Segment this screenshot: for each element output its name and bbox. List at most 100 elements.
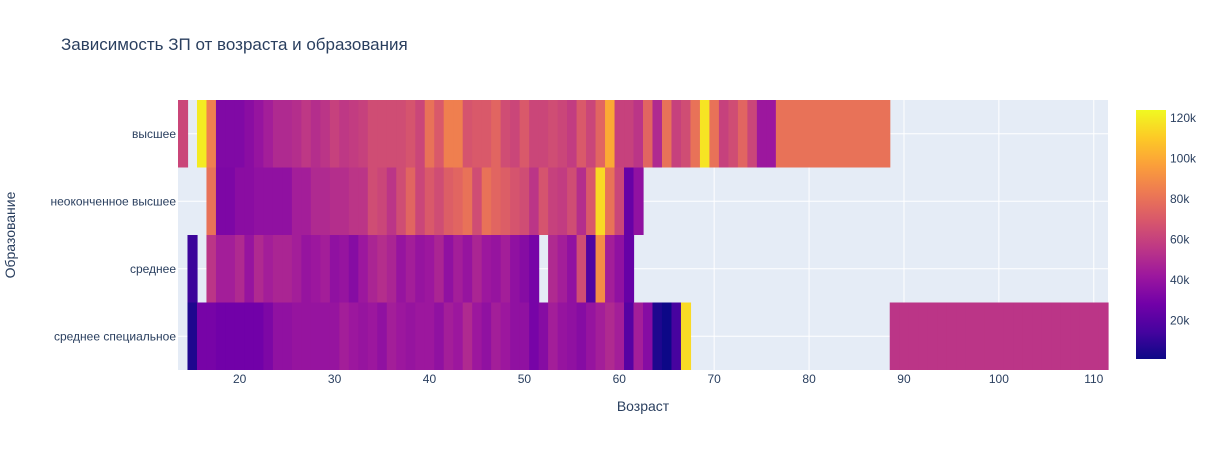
heatmap-cell xyxy=(614,235,625,303)
heatmap-cell xyxy=(443,302,454,370)
heatmap-cell xyxy=(595,235,606,303)
colorbar-tick-label: 80k xyxy=(1170,192,1190,206)
heatmap-cell xyxy=(899,302,910,370)
heatmap-cell xyxy=(234,302,246,370)
heatmap-cell xyxy=(386,302,397,370)
heatmap-cell xyxy=(510,100,521,168)
heatmap-cell xyxy=(234,167,246,235)
heatmap-cell xyxy=(405,100,416,168)
heatmap-cell xyxy=(263,100,274,168)
heatmap-cell xyxy=(614,167,625,235)
heatmap-cell xyxy=(196,302,208,370)
heatmap-cell xyxy=(367,302,378,370)
heatmap-cell xyxy=(377,100,388,168)
heatmap-cell xyxy=(813,100,824,168)
heatmap-cell xyxy=(614,100,625,168)
heatmap-cell xyxy=(605,235,616,303)
x-tick-label: 100 xyxy=(989,372,1009,386)
heatmap-cell xyxy=(472,167,483,235)
heatmap-cell xyxy=(500,100,511,168)
heatmap-cell xyxy=(1089,302,1100,370)
heatmap-cell xyxy=(453,235,464,303)
heatmap-cell xyxy=(1013,302,1024,370)
heatmap-cell xyxy=(282,167,293,235)
heatmap-cell xyxy=(586,235,597,303)
heatmap-cell xyxy=(481,235,492,303)
heatmap-cell xyxy=(377,302,388,370)
heatmap-cell xyxy=(234,235,246,303)
heatmap-cell xyxy=(965,302,976,370)
heatmap-cell xyxy=(187,235,198,303)
heatmap-cell xyxy=(253,167,265,235)
heatmap-cell xyxy=(339,100,350,168)
heatmap-cell xyxy=(310,302,321,370)
heatmap-cell xyxy=(443,100,454,168)
heatmap-cell xyxy=(586,302,597,370)
heatmap-cell xyxy=(291,100,302,168)
heatmap-cell xyxy=(643,302,654,370)
x-tick-label: 60 xyxy=(613,372,627,386)
x-tick-label: 110 xyxy=(1084,372,1103,386)
heatmap-cell xyxy=(652,302,663,370)
heatmap-cell xyxy=(206,302,217,370)
heatmap-cell xyxy=(472,235,483,303)
heatmap-cell xyxy=(690,100,701,168)
heatmap-cell xyxy=(538,100,549,168)
heatmap-cell xyxy=(624,100,635,168)
heatmap-cell xyxy=(538,302,549,370)
x-axis-ticks: 20 30 40 50 60 70 80 90 100 110 xyxy=(233,372,1104,386)
heatmap-cell xyxy=(661,302,673,370)
heatmap-cell xyxy=(519,167,530,235)
heatmap-cell xyxy=(832,100,843,168)
heatmap-cell xyxy=(320,167,331,235)
heatmap-cell xyxy=(415,235,426,303)
heatmap-cell xyxy=(434,100,445,168)
x-tick-label: 20 xyxy=(233,372,247,386)
heatmap-cell xyxy=(215,235,227,303)
heatmap-cell xyxy=(567,100,578,168)
heatmap-cell xyxy=(462,100,473,168)
heatmap-cell xyxy=(557,167,568,235)
heatmap-cell xyxy=(415,167,426,235)
heatmap-cell xyxy=(434,302,445,370)
heatmap-cell xyxy=(178,100,189,168)
heatmap-cell xyxy=(747,100,758,168)
heatmap-cell xyxy=(348,167,359,235)
heatmap-cell xyxy=(1098,302,1109,370)
heatmap-cell xyxy=(424,235,435,303)
heatmap-cell xyxy=(804,100,815,168)
heatmap-cell xyxy=(348,302,359,370)
heatmap-cell xyxy=(861,100,872,168)
heatmap-cell xyxy=(434,235,445,303)
colorbar-tick-label: 120k xyxy=(1170,111,1197,125)
heatmap-cell xyxy=(405,302,416,370)
heatmap-cell xyxy=(491,167,502,235)
heatmap-cell xyxy=(481,100,492,168)
heatmap-cell xyxy=(263,235,274,303)
heatmap-cell xyxy=(529,167,540,235)
heatmap-cell xyxy=(633,167,644,235)
heatmap-cell xyxy=(405,235,416,303)
heatmap-cell xyxy=(253,235,265,303)
y-tick-label: среднее специальное xyxy=(54,329,176,343)
heatmap-cell xyxy=(339,167,350,235)
heatmap-cell xyxy=(576,302,587,370)
heatmap-cell xyxy=(339,302,350,370)
heatmap-cell xyxy=(548,167,559,235)
heatmap-cell xyxy=(462,167,473,235)
heatmap-cell xyxy=(358,302,369,370)
heatmap-cell xyxy=(1070,302,1081,370)
heatmap-cell xyxy=(576,167,587,235)
heatmap-cell xyxy=(880,100,891,168)
heatmap-cell xyxy=(500,167,511,235)
heatmap-cell xyxy=(462,235,473,303)
heatmap-cell xyxy=(842,100,853,168)
colorbar-tick-label: 40k xyxy=(1170,273,1190,287)
heatmap-cell xyxy=(339,235,350,303)
heatmap-cell xyxy=(529,235,540,303)
x-axis-title: Возраст xyxy=(617,398,670,414)
heatmap-cell xyxy=(206,167,217,235)
heatmap-cell xyxy=(927,302,938,370)
heatmap-cell xyxy=(1051,302,1062,370)
heatmap-cell xyxy=(225,100,236,168)
